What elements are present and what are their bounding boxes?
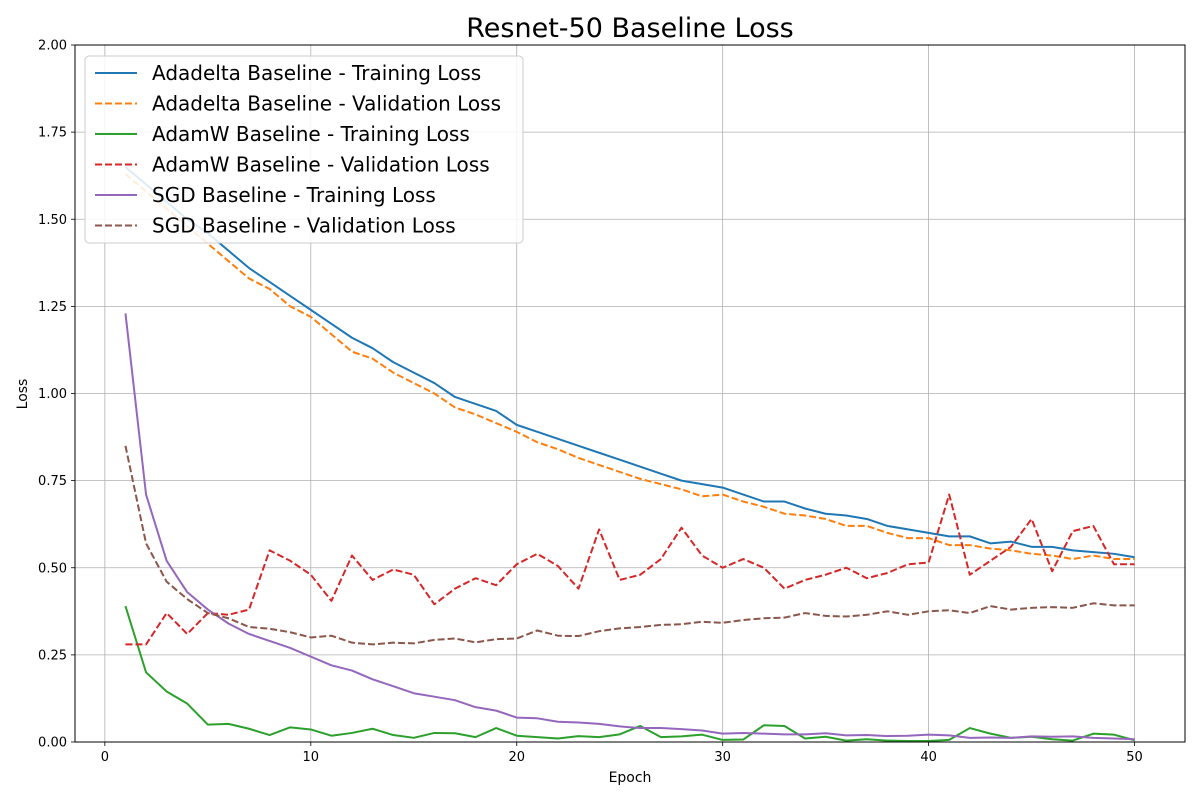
series-line-5 <box>124 313 1135 741</box>
legend-label: SGD Baseline - Validation Loss <box>152 214 456 238</box>
series-line-4 <box>125 493 1135 646</box>
y-tick-label: 1.75 <box>38 126 67 141</box>
y-tick-label: 0.75 <box>38 474 67 489</box>
series-line-6 <box>124 445 1135 646</box>
x-tick-label: 10 <box>303 750 320 765</box>
legend-label: AdamW Baseline - Validation Loss <box>152 153 490 177</box>
series-line-3 <box>124 605 1135 742</box>
y-tick-label: 0.00 <box>38 736 67 751</box>
y-tick-label: 0.50 <box>38 561 67 576</box>
y-tick-label: 0.25 <box>38 648 67 663</box>
y-tick-label: 2.00 <box>38 39 67 54</box>
chart-title: Resnet-50 Baseline Loss <box>466 13 794 44</box>
x-tick-label: 30 <box>714 750 731 765</box>
x-tick-label: 20 <box>508 750 525 765</box>
legend-label: Adadelta Baseline - Validation Loss <box>152 92 501 116</box>
legend-label: AdamW Baseline - Training Loss <box>152 122 470 146</box>
y-axis-label: Loss <box>15 379 31 410</box>
legend-label: Adadelta Baseline - Training Loss <box>152 61 481 85</box>
legend-box <box>84 55 524 244</box>
axis-ticks: 0 10 20 30 40 50 0.00 0.25 0.50 0.75 1.00 1.25 1.50 1… <box>38 39 1143 766</box>
x-tick-label: 0 <box>101 750 109 765</box>
x-tick-label: 50 <box>1126 750 1143 765</box>
x-axis-label: Epoch <box>609 770 652 786</box>
legend-label: SGD Baseline - Training Loss <box>152 183 436 207</box>
y-tick-label: 1.50 <box>38 213 67 228</box>
y-tick-label: 1.00 <box>38 387 67 402</box>
legend: Adadelta Baseline - Training Loss Adadelt… <box>84 55 524 244</box>
series-lines <box>124 166 1135 742</box>
y-tick-label: 1.25 <box>38 300 67 315</box>
series-line-2 <box>124 173 1135 561</box>
x-tick-label: 40 <box>920 750 937 765</box>
series-line-1 <box>124 166 1135 559</box>
